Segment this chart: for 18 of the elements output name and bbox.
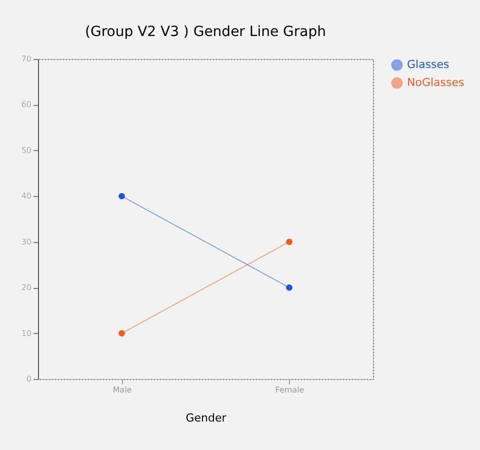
y-tick-label: 40 [21, 192, 32, 201]
point [118, 192, 125, 200]
point [286, 238, 292, 246]
legend-label: Glasses [407, 58, 450, 71]
y-tick-label: 0 [26, 374, 32, 384]
y-tick-label: 10 [21, 328, 32, 338]
x-tick-label: Female [275, 386, 304, 394]
y-tick-label: 60 [21, 100, 32, 110]
y-tick-label: 20 [21, 283, 32, 292]
chart-title: (Group V2 V3 ) Gender Line Graph [85, 24, 326, 40]
y-tick-label: 70 [21, 54, 32, 64]
point [286, 284, 292, 291]
x-axis-title: Gender [186, 412, 227, 424]
legend-label: NoGlasses [407, 76, 465, 89]
y-tick-label: 30 [21, 237, 32, 246]
y-tick-label: 50 [21, 146, 32, 155]
point [118, 330, 125, 336]
x-tick-label: Male [112, 386, 132, 394]
